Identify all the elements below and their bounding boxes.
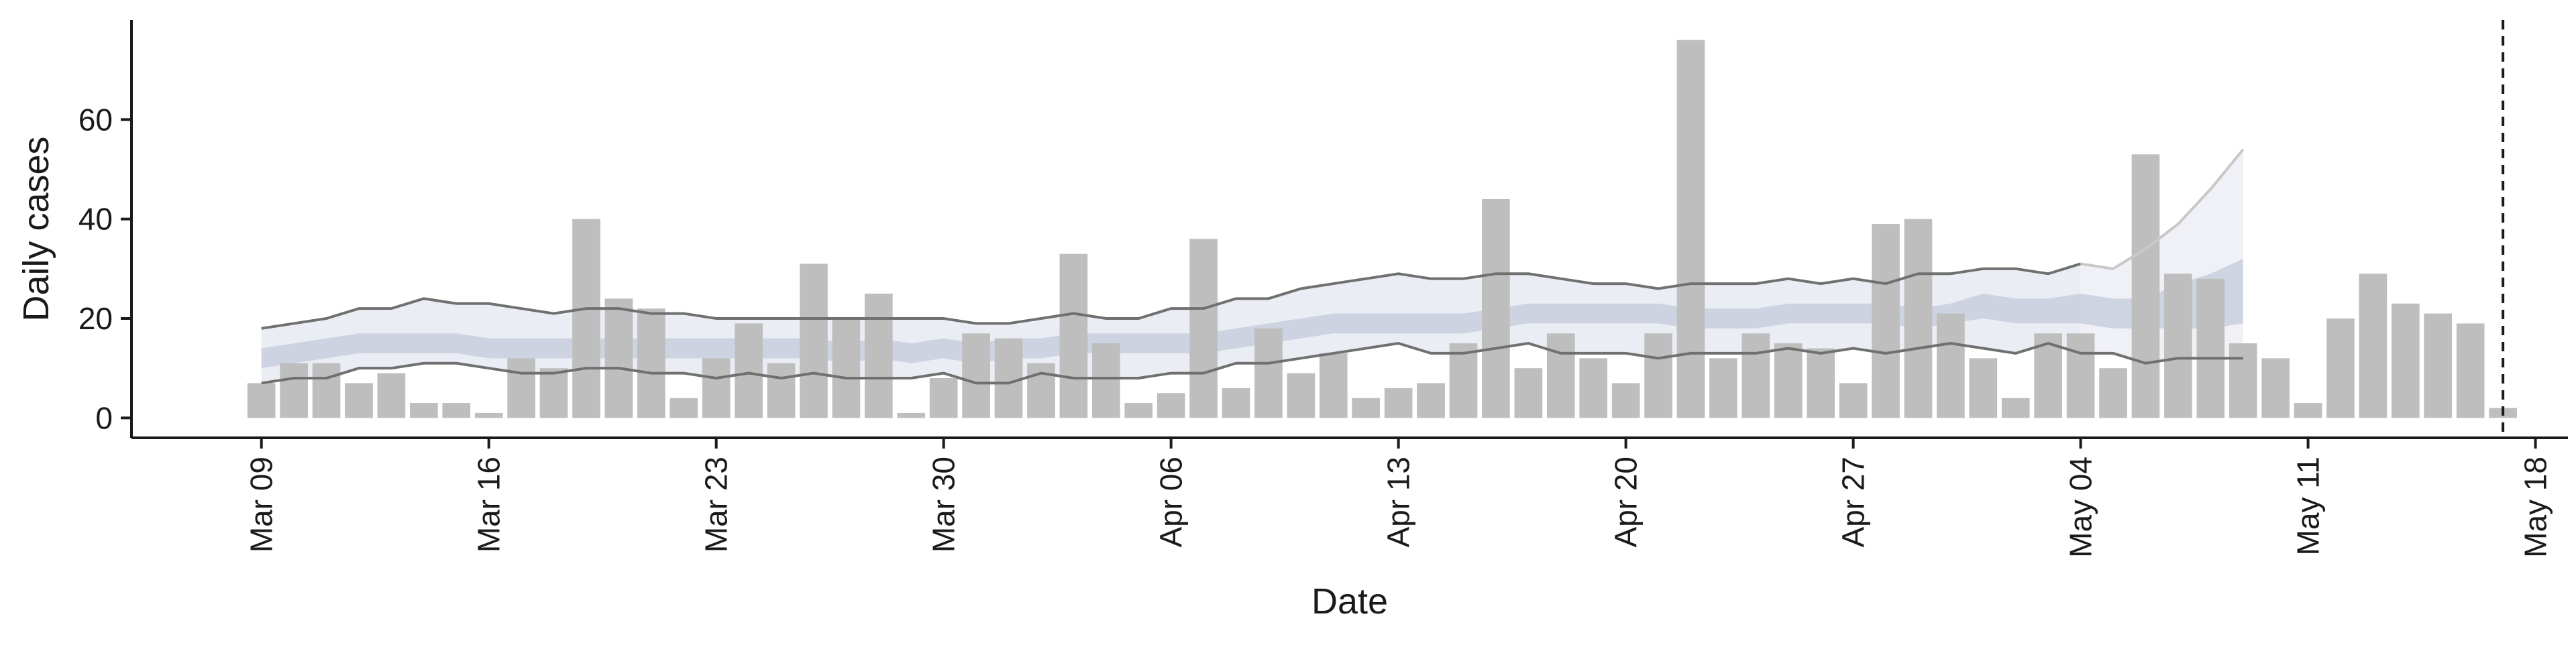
bar-2020-04-10 — [1287, 373, 1316, 418]
bar-2020-03-27 — [832, 318, 861, 418]
bar-2020-05-13 — [2359, 274, 2387, 418]
bar-2020-03-22 — [669, 398, 698, 418]
bar-2020-05-15 — [2424, 313, 2453, 418]
bar-2020-04-17 — [1514, 368, 1543, 418]
x-tick-label: Mar 09 — [244, 457, 279, 552]
daily-case-bars — [247, 40, 2517, 418]
x-tick-label: May 11 — [2291, 457, 2326, 555]
bar-2020-05-14 — [2392, 303, 2420, 418]
bar-2020-04-25 — [1774, 343, 1803, 418]
bar-2020-04-15 — [1449, 343, 1478, 418]
bar-2020-03-14 — [410, 403, 438, 418]
forecast-upper-line — [2080, 148, 2245, 270]
bar-2020-03-30 — [929, 378, 958, 418]
bar-2020-03-19 — [572, 219, 600, 418]
bar-2020-05-07 — [2164, 274, 2192, 418]
y-axis-title: Daily cases — [16, 136, 56, 321]
bar-2020-03-13 — [377, 373, 406, 418]
y-tick-label: 0 — [95, 400, 113, 435]
bar-2020-04-07 — [1189, 239, 1218, 418]
bar-2020-04-20 — [1611, 383, 1640, 418]
bar-2020-05-11 — [2294, 403, 2322, 418]
bar-2020-04-02 — [1027, 363, 1055, 418]
bar-2020-04-24 — [1741, 333, 1770, 418]
bar-2020-03-29 — [897, 412, 926, 418]
bar-2020-05-06 — [2131, 154, 2160, 418]
y-tick-label: 40 — [78, 202, 113, 237]
bar-2020-03-25 — [767, 363, 796, 418]
bar-2020-05-02 — [2001, 398, 2030, 418]
bar-2020-04-13 — [1384, 388, 1413, 418]
x-tick-label: Apr 27 — [1836, 457, 1871, 548]
x-tick-label: Apr 20 — [1609, 457, 1644, 548]
x-tick-label: May 04 — [2063, 457, 2098, 558]
bar-2020-05-04 — [2066, 333, 2095, 418]
bar-2020-04-22 — [1676, 40, 1705, 418]
lower-bound-line — [261, 341, 2243, 385]
bar-2020-04-23 — [1709, 358, 1737, 418]
bar-2020-04-30 — [1937, 313, 1965, 418]
x-tick-label: Apr 13 — [1381, 457, 1416, 548]
bar-2020-04-01 — [994, 338, 1023, 418]
bar-2020-04-27 — [1839, 383, 1868, 418]
bar-2020-04-05 — [1124, 403, 1153, 418]
bar-2020-04-14 — [1417, 383, 1445, 418]
x-ticks: Mar 09 Mar 16 Mar 23 Mar 30 Apr 06 Apr 13 Apr … — [244, 438, 2553, 558]
bar-2020-03-12 — [345, 383, 373, 418]
interval-lines — [261, 148, 2245, 385]
axes — [130, 20, 2568, 439]
y-ticks: 0 20 40 60 — [78, 102, 131, 435]
upper-bound-line — [261, 262, 2082, 330]
bar-2020-05-10 — [2261, 358, 2290, 418]
x-tick-label: Mar 16 — [472, 457, 506, 552]
bar-2020-03-23 — [702, 358, 731, 418]
bar-2020-04-16 — [1482, 199, 1510, 418]
bar-2020-04-11 — [1319, 353, 1348, 418]
bar-2020-04-08 — [1222, 388, 1250, 418]
bar-2020-04-06 — [1157, 393, 1185, 418]
x-axis-title: Date — [1311, 581, 1388, 622]
bar-2020-03-16 — [474, 412, 503, 418]
x-tick-label: Mar 23 — [699, 457, 734, 552]
bar-2020-03-15 — [442, 403, 471, 418]
bar-2020-03-24 — [735, 323, 763, 418]
y-tick-label: 20 — [78, 301, 113, 336]
bar-2020-04-18 — [1546, 333, 1575, 418]
bar-2020-03-20 — [604, 298, 633, 418]
bar-2020-03-10 — [280, 363, 308, 418]
bar-2020-03-17 — [507, 358, 535, 418]
bar-2020-03-09 — [247, 383, 276, 418]
bar-2020-03-28 — [864, 293, 893, 418]
bar-2020-04-04 — [1091, 343, 1120, 418]
bar-2020-04-29 — [1904, 219, 1933, 418]
bar-2020-03-21 — [637, 308, 665, 418]
bar-2020-04-21 — [1644, 333, 1672, 418]
x-tick-label: Apr 06 — [1154, 457, 1189, 548]
bar-2020-03-11 — [312, 363, 341, 418]
bar-2020-05-16 — [2456, 323, 2485, 418]
bar-2020-03-31 — [962, 333, 990, 418]
y-tick-label: 60 — [78, 102, 113, 137]
bar-2020-05-01 — [1969, 358, 1998, 418]
bar-2020-05-09 — [2229, 343, 2257, 418]
x-tick-label: May 18 — [2518, 457, 2553, 558]
bar-2020-04-09 — [1254, 328, 1283, 418]
bar-2020-04-28 — [1872, 224, 1900, 418]
bar-2020-04-03 — [1059, 253, 1088, 418]
bar-2020-05-12 — [2326, 318, 2355, 418]
bar-2020-03-18 — [539, 368, 568, 418]
bar-2020-04-19 — [1579, 358, 1608, 418]
bar-2020-05-08 — [2196, 278, 2225, 418]
x-tick-label: Mar 30 — [926, 457, 961, 552]
bar-2020-03-26 — [800, 263, 828, 418]
bar-2020-04-12 — [1352, 398, 1381, 418]
bar-2020-05-05 — [2099, 368, 2127, 418]
bar-2020-04-26 — [1807, 348, 1835, 418]
